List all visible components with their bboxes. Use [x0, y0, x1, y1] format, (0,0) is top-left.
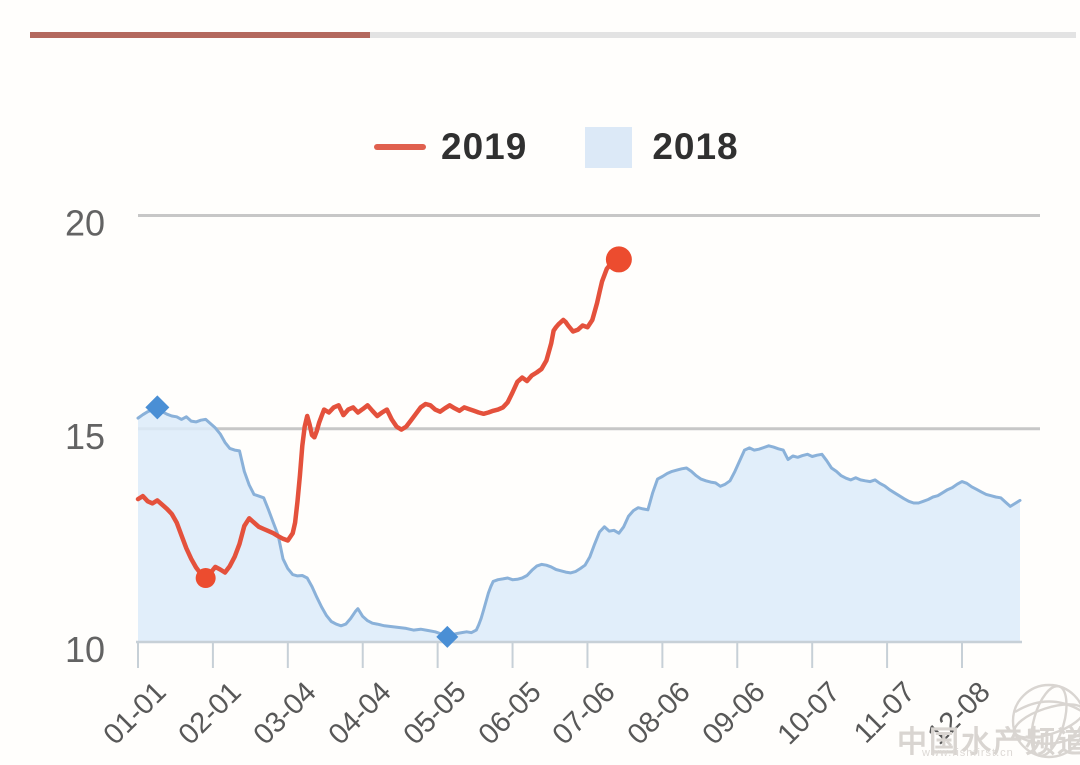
top-accent-bar — [30, 32, 370, 38]
legend-label-2019: 2019 — [441, 126, 528, 167]
marker-dot-2019 — [195, 568, 216, 589]
marker-diamond-2018 — [436, 625, 459, 648]
y-tick-label-15: 15 — [65, 416, 105, 457]
series-2018-line — [136, 405, 1022, 639]
watermark-title: 中国水产频道 — [897, 726, 1080, 759]
marker-dot-2019 — [605, 246, 632, 273]
globe-icon — [1011, 683, 1080, 759]
legend-item-2018[interactable]: 2018 — [585, 126, 738, 168]
y-tick-label-10: 10 — [65, 629, 105, 670]
line-swatch-icon — [374, 144, 426, 150]
y-tick-label-20: 20 — [65, 203, 105, 244]
marker-diamond-2018 — [145, 395, 170, 420]
chart-legend: 2019 2018 — [374, 124, 739, 170]
top-accent-bar-track — [370, 32, 1076, 38]
series-2018-area — [138, 407, 1020, 642]
watermark-url: www.fishfirst.cn — [922, 747, 1014, 759]
legend-label-2018: 2018 — [652, 126, 739, 167]
area-swatch-icon — [585, 126, 633, 168]
legend-item-2019[interactable]: 2019 — [374, 126, 527, 168]
series-2019-line — [135, 257, 622, 581]
